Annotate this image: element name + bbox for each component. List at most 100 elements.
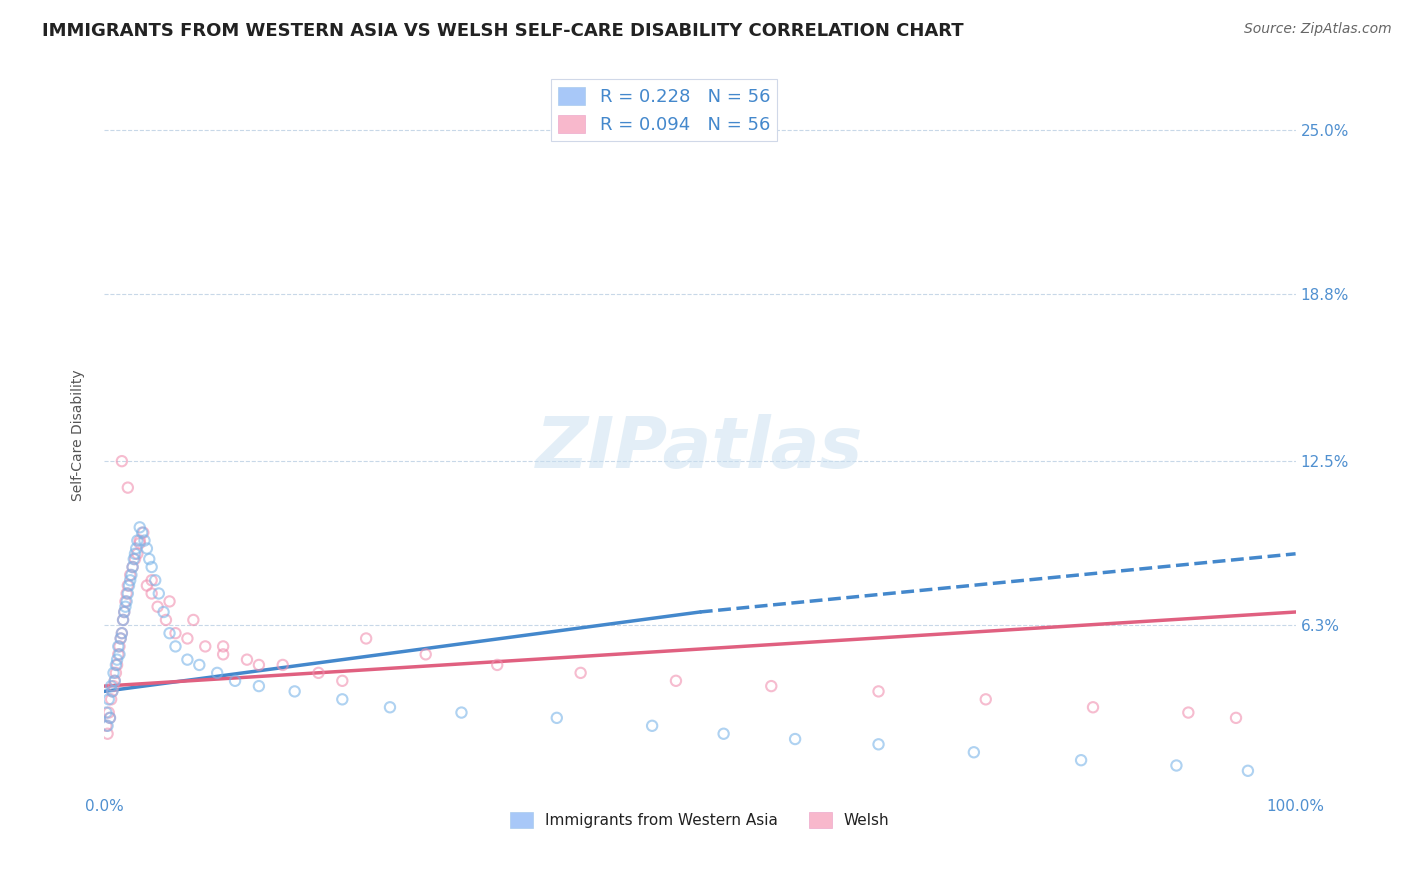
Point <box>108 648 131 662</box>
Point <box>122 552 145 566</box>
Point <box>100 679 122 693</box>
Point <box>284 684 307 698</box>
Point <box>115 586 138 600</box>
Point <box>107 640 129 654</box>
Point <box>108 640 131 654</box>
Point <box>713 727 735 741</box>
Point <box>330 692 353 706</box>
Point <box>118 578 141 592</box>
Point <box>103 679 125 693</box>
Point <box>141 586 163 600</box>
Point <box>308 665 330 680</box>
Point <box>110 632 132 646</box>
Point <box>546 711 568 725</box>
Point <box>127 533 149 548</box>
Point <box>114 599 136 614</box>
Point <box>138 552 160 566</box>
Point <box>124 552 146 566</box>
Point <box>96 706 118 720</box>
Point <box>111 626 134 640</box>
Point <box>117 481 139 495</box>
Point <box>132 525 155 540</box>
Point <box>183 613 205 627</box>
Point <box>224 673 246 688</box>
Point <box>103 665 125 680</box>
Point <box>212 648 235 662</box>
Point <box>868 737 890 751</box>
Point <box>120 574 142 588</box>
Point <box>641 719 664 733</box>
Point <box>963 745 986 759</box>
Point <box>112 605 135 619</box>
Point <box>112 613 135 627</box>
Point <box>665 673 688 688</box>
Point <box>121 560 143 574</box>
Point <box>111 626 134 640</box>
Point <box>128 520 150 534</box>
Point <box>165 626 187 640</box>
Point <box>120 568 142 582</box>
Point <box>143 574 166 588</box>
Y-axis label: Self-Care Disability: Self-Care Disability <box>72 369 86 500</box>
Point <box>117 586 139 600</box>
Point <box>1081 700 1104 714</box>
Point <box>194 640 217 654</box>
Point <box>110 632 132 646</box>
Point <box>205 665 228 680</box>
Point <box>104 673 127 688</box>
Point <box>141 560 163 574</box>
Point <box>125 541 148 556</box>
Point <box>117 578 139 592</box>
Point <box>247 679 270 693</box>
Point <box>104 665 127 680</box>
Point <box>974 692 997 706</box>
Point <box>148 586 170 600</box>
Point <box>135 578 157 592</box>
Point <box>415 648 437 662</box>
Text: IMMIGRANTS FROM WESTERN ASIA VS WELSH SELF-CARE DISABILITY CORRELATION CHART: IMMIGRANTS FROM WESTERN ASIA VS WELSH SE… <box>42 22 963 40</box>
Point <box>146 599 169 614</box>
Point <box>127 547 149 561</box>
Point <box>188 657 211 672</box>
Point <box>271 657 294 672</box>
Point <box>1225 711 1247 725</box>
Point <box>152 605 174 619</box>
Point <box>124 547 146 561</box>
Point <box>155 613 177 627</box>
Point <box>236 653 259 667</box>
Point <box>104 673 127 688</box>
Point <box>785 732 807 747</box>
Point <box>761 679 783 693</box>
Point <box>101 684 124 698</box>
Point <box>97 719 120 733</box>
Point <box>105 653 128 667</box>
Point <box>112 605 135 619</box>
Point <box>247 657 270 672</box>
Point <box>131 525 153 540</box>
Point <box>96 719 118 733</box>
Point <box>98 711 121 725</box>
Point <box>101 684 124 698</box>
Point <box>114 594 136 608</box>
Point <box>159 626 181 640</box>
Point <box>141 574 163 588</box>
Point <box>111 454 134 468</box>
Point <box>450 706 472 720</box>
Point <box>1070 753 1092 767</box>
Point <box>868 684 890 698</box>
Point <box>135 541 157 556</box>
Point <box>165 640 187 654</box>
Point <box>1237 764 1260 778</box>
Point <box>134 533 156 548</box>
Point <box>212 640 235 654</box>
Point <box>97 706 120 720</box>
Point <box>486 657 509 672</box>
Point <box>120 568 142 582</box>
Point <box>105 657 128 672</box>
Point <box>97 692 120 706</box>
Text: Source: ZipAtlas.com: Source: ZipAtlas.com <box>1244 22 1392 37</box>
Point <box>104 657 127 672</box>
Point <box>128 536 150 550</box>
Point <box>1177 706 1199 720</box>
Point <box>569 665 592 680</box>
